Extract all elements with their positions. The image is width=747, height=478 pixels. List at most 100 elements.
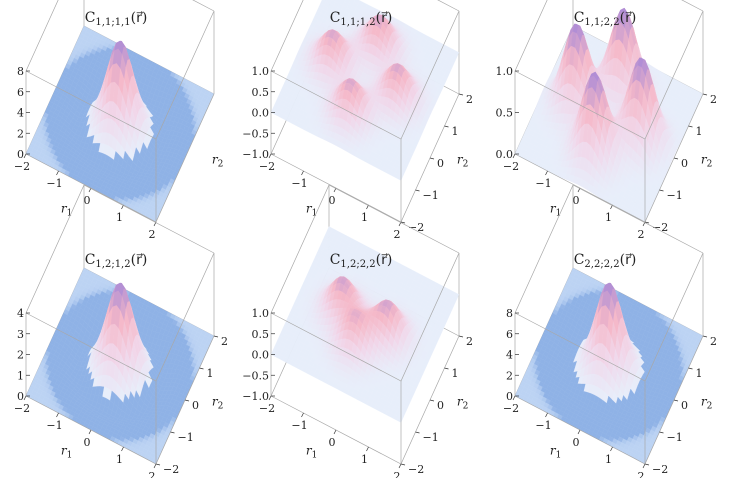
z-tick-label: 1.0 <box>496 65 514 78</box>
x-tick-label: −2 <box>503 160 519 173</box>
z-tick-label: 1 <box>17 369 24 382</box>
z-tick-label: −1.0 <box>242 390 269 403</box>
x-tick-label: 2 <box>638 470 645 478</box>
x-tick-label: 1 <box>605 211 612 224</box>
y-tick-label: 0 <box>437 399 444 412</box>
y-axis-ticks: −2 −1 0 1 2 <box>400 335 473 476</box>
z-axis-ticks: 0 1 2 3 4 <box>17 307 30 403</box>
z-tick-label: 4 <box>506 349 513 362</box>
z-tick-label: −0.5 <box>242 369 269 382</box>
surface <box>270 0 460 181</box>
y-tick-label: 2 <box>710 93 717 106</box>
x-axis-label: r1 <box>550 202 561 219</box>
panel-title: C1,1;2,2(r⃗) <box>574 10 637 28</box>
z-tick-label: −0.5 <box>242 127 269 140</box>
y-tick-label: 0 <box>192 399 199 412</box>
x-tick-label: 0 <box>329 194 336 207</box>
y-axis-ticks: −2 −1 0 1 2 <box>400 93 473 234</box>
y-tick-label: −2 <box>408 463 424 476</box>
z-tick-label: 4 <box>17 107 24 120</box>
y-tick-label: −1 <box>423 189 439 202</box>
x-tick-label: −1 <box>46 419 62 432</box>
y-tick-label: 1 <box>207 367 214 380</box>
x-tick-label: 1 <box>116 453 123 466</box>
surface <box>514 267 704 465</box>
y-tick-label: 2 <box>710 335 717 348</box>
z-tick-label: 0.0 <box>252 349 270 362</box>
y-axis-label: r2 <box>212 395 223 412</box>
z-axis-ticks: 0 2 4 6 8 <box>506 307 519 403</box>
y-tick-label: −1 <box>667 189 683 202</box>
x-tick-label: 2 <box>394 228 401 241</box>
y-tick-label: 1 <box>452 367 459 380</box>
panel-3: C1,1;2,2(r⃗) 0.0 0.5 1.0 −2 −1 0 1 2 r1 −2 −1 0 1 2 r2 <box>496 0 717 241</box>
x-tick-label: 1 <box>361 453 368 466</box>
z-tick-label: 0.5 <box>496 107 514 120</box>
z-tick-label: 6 <box>17 86 24 99</box>
x-tick-label: −1 <box>291 177 307 190</box>
panel-5: C1,2;2,2(r⃗) −1.0 −0.5 0.0 0.5 1.0 −2 −1 0 1 2 r1 −2… <box>242 184 473 478</box>
y-axis-label: r2 <box>701 153 712 170</box>
z-tick-label: 1.0 <box>252 65 270 78</box>
x-tick-label: −1 <box>291 419 307 432</box>
z-tick-label: 2 <box>17 127 24 140</box>
y-tick-label: 0 <box>681 399 688 412</box>
z-tick-label: 0.5 <box>252 328 270 341</box>
x-tick-label: −2 <box>14 402 30 415</box>
z-tick-label: 2 <box>17 349 24 362</box>
y-tick-label: 2 <box>221 335 228 348</box>
y-tick-label: −1 <box>667 431 683 444</box>
x-tick-label: 1 <box>605 453 612 466</box>
panel-title: C1,2;2,2(r⃗) <box>330 252 393 270</box>
x-tick-label: −2 <box>503 402 519 415</box>
x-tick-label: −1 <box>535 177 551 190</box>
x-tick-label: 1 <box>361 211 368 224</box>
x-tick-label: 2 <box>149 228 156 241</box>
z-tick-label: −1.0 <box>242 148 269 161</box>
x-axis-ticks: −2 −1 0 1 2 <box>503 153 646 241</box>
panel-title: C1,1;1,1(r⃗) <box>85 10 148 28</box>
x-tick-label: 2 <box>638 228 645 241</box>
y-axis-label: r2 <box>457 153 468 170</box>
x-axis-ticks: −2 −1 0 1 2 <box>14 153 157 241</box>
x-axis-ticks: −2 −1 0 1 2 <box>259 395 402 478</box>
x-tick-label: 0 <box>573 436 580 449</box>
x-tick-label: −2 <box>259 160 275 173</box>
x-axis-label: r1 <box>61 444 72 461</box>
x-tick-label: 0 <box>84 194 91 207</box>
z-tick-label: 0.0 <box>252 107 270 120</box>
surface <box>270 226 460 423</box>
z-tick-label: 0.0 <box>496 148 514 161</box>
z-axis-ticks: −1.0 −0.5 0.0 0.5 1.0 <box>242 65 275 161</box>
y-tick-label: 1 <box>696 125 703 138</box>
y-axis-ticks: −2 −1 0 1 2 <box>644 335 717 476</box>
y-axis-label: r2 <box>701 395 712 412</box>
z-tick-label: 0.5 <box>252 86 270 99</box>
x-tick-label: 2 <box>394 470 401 478</box>
y-axis-label: r2 <box>212 153 223 170</box>
y-tick-label: 1 <box>696 367 703 380</box>
z-tick-label: 1.0 <box>252 307 270 320</box>
z-tick-label: 6 <box>506 328 513 341</box>
panel-4: C1,2;1,2(r⃗) 0 1 2 3 4 −2 −1 0 1 2 r1 −2 −1 0 1 2 r2 <box>14 184 228 478</box>
y-tick-label: −2 <box>408 221 424 234</box>
x-tick-label: −1 <box>46 177 62 190</box>
y-tick-label: 2 <box>466 335 473 348</box>
x-tick-label: −2 <box>259 402 275 415</box>
z-tick-label: 8 <box>506 307 513 320</box>
y-axis-ticks: −2 −1 0 1 2 <box>155 335 228 476</box>
x-axis-label: r1 <box>550 444 561 461</box>
x-tick-label: −2 <box>14 160 30 173</box>
y-tick-label: 0 <box>681 157 688 170</box>
x-tick-label: 0 <box>84 436 91 449</box>
x-tick-label: 0 <box>573 194 580 207</box>
y-axis-label: r2 <box>457 395 468 412</box>
surface <box>25 25 215 223</box>
x-axis-label: r1 <box>306 202 317 219</box>
x-axis-label: r1 <box>306 444 317 461</box>
y-tick-label: −2 <box>652 221 668 234</box>
z-tick-label: 8 <box>17 65 24 78</box>
x-axis-ticks: −2 −1 0 1 2 <box>14 395 157 478</box>
z-tick-label: 0 <box>17 390 24 403</box>
